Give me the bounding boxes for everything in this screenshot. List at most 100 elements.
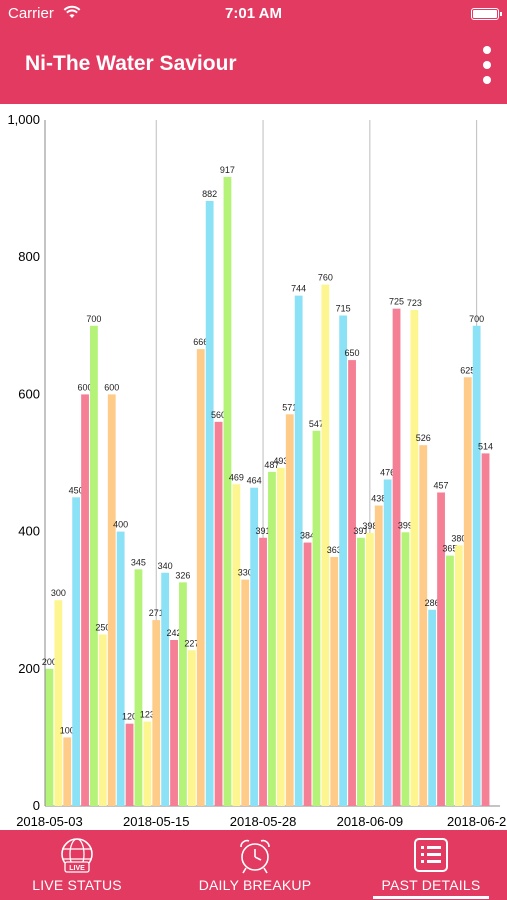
- y-tick-label: 400: [18, 524, 40, 539]
- bar[interactable]: [285, 414, 294, 806]
- bar[interactable]: [294, 295, 303, 806]
- bar[interactable]: [419, 445, 428, 806]
- bar[interactable]: [383, 479, 392, 806]
- bar[interactable]: [205, 200, 214, 806]
- bar[interactable]: [401, 532, 410, 806]
- alarm-clock-icon: [235, 836, 275, 876]
- data-label: 363: [327, 545, 342, 555]
- bar[interactable]: [143, 721, 152, 806]
- bar[interactable]: [161, 572, 170, 806]
- bar[interactable]: [81, 394, 89, 806]
- bar[interactable]: [312, 430, 321, 806]
- data-label: 487: [264, 460, 279, 470]
- bar[interactable]: [223, 176, 232, 807]
- bar[interactable]: [179, 582, 187, 806]
- bar[interactable]: [437, 492, 445, 806]
- data-label: 438: [371, 494, 386, 504]
- bar[interactable]: [348, 360, 356, 806]
- data-label: 600: [78, 382, 93, 392]
- data-label: 600: [104, 382, 119, 392]
- tab-daily-breakup[interactable]: DAILY BREAKUP: [178, 830, 332, 900]
- bar[interactable]: [134, 569, 143, 806]
- data-label: 380: [451, 533, 466, 543]
- bar[interactable]: [63, 737, 72, 806]
- bar[interactable]: [98, 634, 107, 807]
- data-label: 345: [131, 557, 146, 567]
- bar[interactable]: [116, 531, 125, 806]
- bar[interactable]: [241, 579, 250, 806]
- bar[interactable]: [152, 620, 161, 806]
- past-details-chart[interactable]: 0 200 400 600 800 1,000 2018-05-03 2018-05-15 20…: [0, 104, 507, 830]
- bar[interactable]: [454, 545, 463, 806]
- bar[interactable]: [45, 668, 54, 806]
- data-label: 469: [229, 472, 244, 482]
- bar[interactable]: [374, 505, 383, 806]
- bar[interactable]: [428, 609, 437, 806]
- bar[interactable]: [214, 421, 223, 806]
- bar[interactable]: [339, 315, 348, 806]
- data-label: 330: [238, 568, 253, 578]
- bar[interactable]: [170, 639, 178, 806]
- active-tab-indicator: [373, 896, 489, 899]
- bar[interactable]: [232, 484, 241, 806]
- svg-text:LIVE: LIVE: [69, 865, 85, 872]
- bar[interactable]: [303, 542, 312, 806]
- bar[interactable]: [276, 467, 285, 806]
- data-label: 365: [442, 544, 457, 554]
- data-label: 514: [478, 441, 493, 451]
- app-title: Ni-The Water Saviour: [25, 52, 237, 75]
- bar[interactable]: [392, 308, 401, 806]
- tab-past-details[interactable]: PAST DETAILS: [355, 830, 507, 900]
- bar[interactable]: [125, 723, 134, 806]
- data-label: 391: [353, 526, 368, 536]
- data-label: 286: [425, 598, 440, 608]
- bar[interactable]: [463, 377, 472, 806]
- battery-icon: [471, 8, 502, 20]
- bar[interactable]: [410, 310, 419, 806]
- bar[interactable]: [321, 284, 330, 806]
- bar[interactable]: [357, 537, 365, 806]
- bar[interactable]: [54, 600, 63, 806]
- bar[interactable]: [472, 325, 481, 806]
- y-tick-label: 200: [18, 661, 40, 676]
- data-label: 464: [247, 476, 262, 486]
- data-label: 200: [42, 657, 57, 667]
- app-bar: Ni-The Water Saviour: [0, 28, 507, 104]
- data-label: 493: [273, 456, 288, 466]
- bar[interactable]: [330, 556, 339, 806]
- data-label: 917: [220, 165, 235, 175]
- bar[interactable]: [196, 349, 205, 806]
- bar[interactable]: [107, 394, 116, 806]
- data-label: 700: [86, 314, 101, 324]
- bar[interactable]: [268, 471, 276, 806]
- data-label: 547: [309, 419, 324, 429]
- bar[interactable]: [72, 497, 81, 806]
- data-label: 715: [336, 304, 351, 314]
- data-label: 300: [51, 588, 66, 598]
- y-tick-label: 0: [33, 798, 40, 813]
- data-label: 526: [416, 433, 431, 443]
- bar-chart-svg[interactable]: 0 200 400 600 800 1,000 2018-05-03 2018-05-15 20…: [0, 104, 507, 830]
- bar[interactable]: [481, 453, 490, 806]
- bar[interactable]: [250, 487, 259, 806]
- more-vertical-icon[interactable]: [475, 44, 499, 88]
- x-tick-label: 2018-05-15: [123, 814, 190, 829]
- data-label: 227: [184, 638, 199, 648]
- x-tick-label: 2018-05-28: [230, 814, 297, 829]
- bar[interactable]: [446, 555, 454, 806]
- data-label: 250: [95, 623, 110, 633]
- bar[interactable]: [365, 532, 374, 806]
- data-label: 450: [69, 485, 84, 495]
- data-label: 242: [167, 628, 182, 638]
- bar[interactable]: [90, 325, 98, 806]
- bar[interactable]: [187, 650, 196, 806]
- data-label: 760: [318, 273, 333, 283]
- tab-label: LIVE STATUS: [32, 877, 122, 893]
- clock-time: 7:01 AM: [225, 5, 282, 22]
- list-icon: [411, 836, 451, 876]
- tab-live-status[interactable]: LIVE LIVE STATUS: [0, 830, 154, 900]
- bar[interactable]: [259, 537, 267, 806]
- data-label: 399: [398, 520, 413, 530]
- data-label: 625: [460, 365, 475, 375]
- data-label: 723: [407, 298, 422, 308]
